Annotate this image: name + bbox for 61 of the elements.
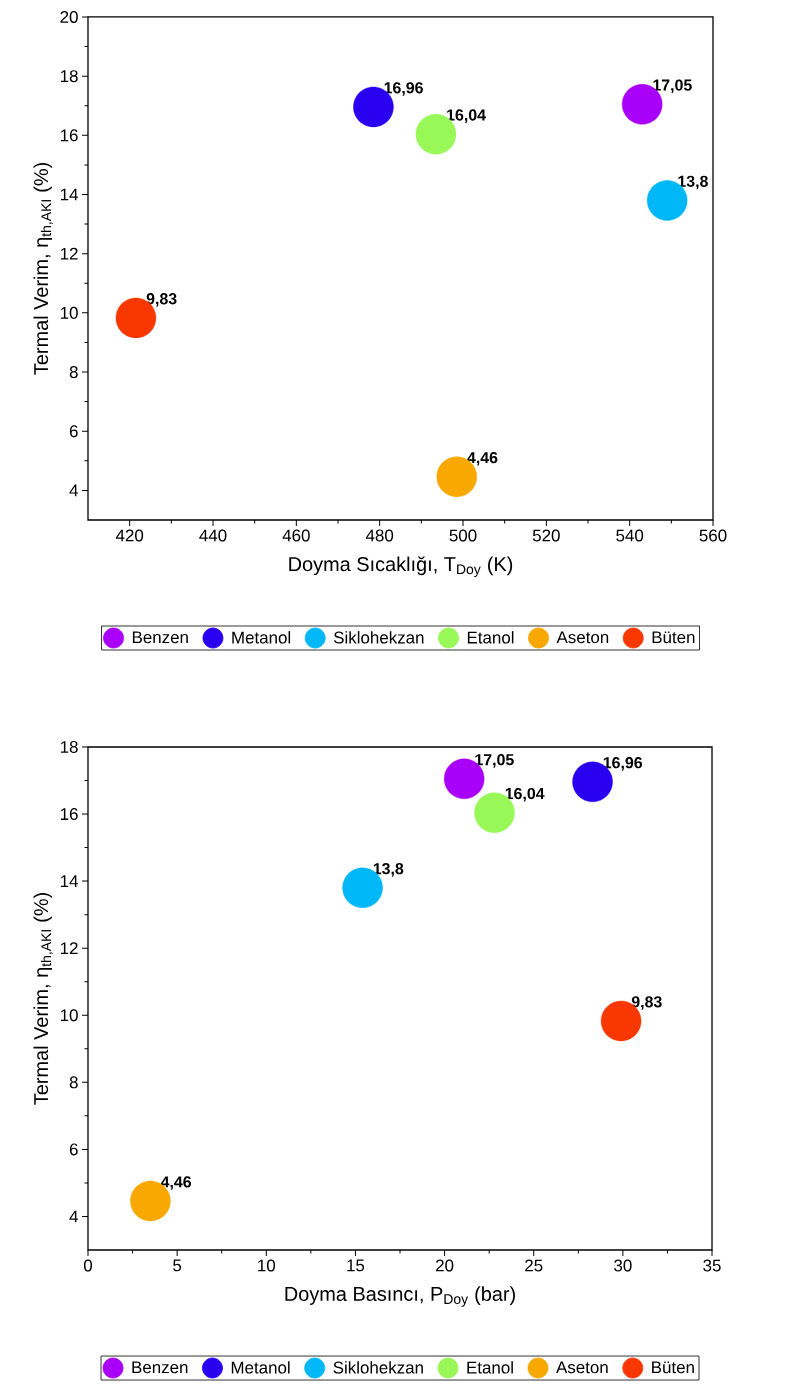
data-label: 16,04 — [505, 787, 545, 802]
legend-label: Benzen — [132, 631, 188, 644]
y-tick-label: 14 — [60, 188, 78, 201]
legend-label: Büten — [652, 1361, 694, 1374]
x-tick-label: 480 — [365, 529, 394, 542]
data-label: 17,05 — [653, 79, 692, 94]
data-label: 16,04 — [447, 109, 486, 123]
y-tick-label: 4 — [69, 484, 78, 497]
data-label: 13,8 — [373, 863, 404, 877]
x-tick-label: 440 — [199, 529, 227, 542]
x-axis-title: Doyma Basıncı, P$_{Doy}$ (bar) — [285, 1286, 515, 1307]
y-tick-label: 6 — [69, 425, 78, 438]
y-tick-label: 12 — [60, 247, 78, 260]
y-tick-label: 20 — [60, 10, 78, 23]
x-tick-label: 30 — [614, 1259, 632, 1272]
y-axis-title: Termal Verim, η$_{th,AKI}$ (%) — [33, 163, 53, 375]
data-label: 13,8 — [678, 175, 708, 190]
x-tick-label: 0 — [83, 1259, 93, 1272]
legend-label: Aseton — [556, 1361, 608, 1374]
y-tick-label: 6 — [69, 1143, 78, 1156]
y-tick-label: 10 — [60, 1009, 78, 1022]
x-tick-label: 25 — [525, 1259, 543, 1272]
x-tick-label: 540 — [616, 529, 644, 542]
y-tick-label: 18 — [60, 740, 78, 753]
data-label: 16,96 — [603, 757, 643, 771]
y-tick-label: 12 — [60, 942, 78, 955]
data-label: 4,46 — [160, 1176, 192, 1190]
legend-label: Büten — [652, 631, 695, 644]
x-tick-label: 500 — [449, 529, 477, 542]
x-tick-label: 560 — [699, 529, 727, 542]
legend-label: Metanol — [232, 631, 291, 644]
y-tick-label: 16 — [60, 808, 78, 821]
y-tick-label: 16 — [60, 129, 78, 142]
y-tick-label: 8 — [69, 1076, 78, 1089]
y-tick-label: 14 — [60, 875, 78, 887]
y-axis-title: Termal Verim, η$_{th,AKI}$ (%) — [33, 893, 53, 1105]
y-tick-label: 10 — [60, 306, 78, 319]
data-label: 4,46 — [467, 451, 498, 466]
data-label: 9,83 — [146, 293, 177, 307]
legend-label: Etanol — [467, 1361, 513, 1374]
data-label: 9,83 — [631, 996, 662, 1010]
y-tick-label: 18 — [60, 70, 78, 83]
legend-label: Etanol — [467, 631, 514, 644]
data-label: 16,96 — [384, 82, 423, 96]
x-tick-label: 15 — [347, 1259, 365, 1272]
data-label: 17,05 — [475, 754, 514, 768]
legend-label: Siklohekzan — [333, 1361, 423, 1374]
x-tick-label: 460 — [282, 529, 310, 542]
legend-label: Aseton — [556, 631, 609, 644]
x-tick-label: 10 — [258, 1259, 276, 1272]
x-axis-title: Doyma Sıcaklığı, T$_{Doy}$ (K) — [289, 556, 513, 578]
legend-label: Siklohekzan — [333, 631, 424, 644]
legend-label: Metanol — [231, 1361, 290, 1374]
x-tick-label: 35 — [703, 1259, 721, 1272]
y-tick-label: 8 — [69, 366, 78, 379]
x-tick-label: 520 — [532, 529, 560, 542]
x-tick-label: 420 — [115, 529, 144, 542]
x-tick-label: 5 — [173, 1259, 182, 1272]
y-tick-label: 4 — [69, 1210, 78, 1223]
legend-label: Benzen — [132, 1361, 188, 1374]
x-tick-label: 20 — [436, 1259, 454, 1272]
